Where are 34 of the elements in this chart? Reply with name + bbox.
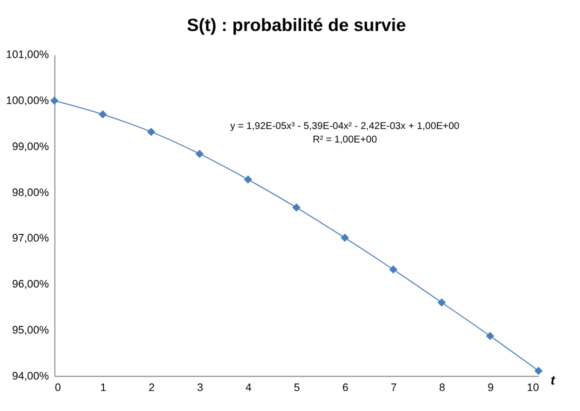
- chart-title: S(t) : probabilité de survie: [186, 15, 406, 36]
- point: [244, 175, 252, 184]
- point: [98, 110, 107, 119]
- x-tick-label: 5: [294, 382, 300, 394]
- point: [534, 366, 543, 375]
- point: [292, 203, 301, 212]
- x-tick-label: 8: [439, 382, 446, 394]
- y-tick-label: 98,00%: [12, 186, 50, 199]
- x-tick-label: 0: [54, 382, 61, 394]
- x-tick-label: 9: [488, 382, 494, 394]
- x-tick-label: 4: [245, 382, 252, 394]
- x-tick-label: 1: [100, 382, 106, 394]
- y-tick-label: 96,00%: [12, 278, 50, 291]
- x-tick-label: 6: [342, 382, 348, 394]
- x-tick-label: 10: [526, 382, 539, 394]
- annotation: R² = 1,00E+00: [312, 134, 378, 146]
- y-tick-label: 94,00%: [12, 370, 50, 382]
- point: [438, 298, 446, 307]
- point: [486, 332, 494, 340]
- y-tick-label: 95,00%: [12, 324, 50, 336]
- y-tick-label: 100,00%: [6, 95, 50, 108]
- point: [389, 265, 398, 274]
- annotation: y = 1,92E-05x³ - 5,39E-04x² - 2,42E-03x + 1,00E+00: [230, 120, 460, 132]
- x-tick-label: 3: [197, 382, 204, 394]
- point: [195, 150, 204, 158]
- x-tick-label: 7: [390, 382, 397, 394]
- y-tick-label: 99,00%: [12, 140, 50, 153]
- y-tick-label: 97,00%: [12, 232, 50, 245]
- point: [50, 96, 58, 105]
- point: [147, 128, 156, 136]
- x-tick-label: 2: [148, 382, 155, 394]
- point: [340, 234, 349, 242]
- y-tick-label: 101,00%: [6, 49, 50, 62]
- x-axis-title: t: [550, 372, 556, 388]
